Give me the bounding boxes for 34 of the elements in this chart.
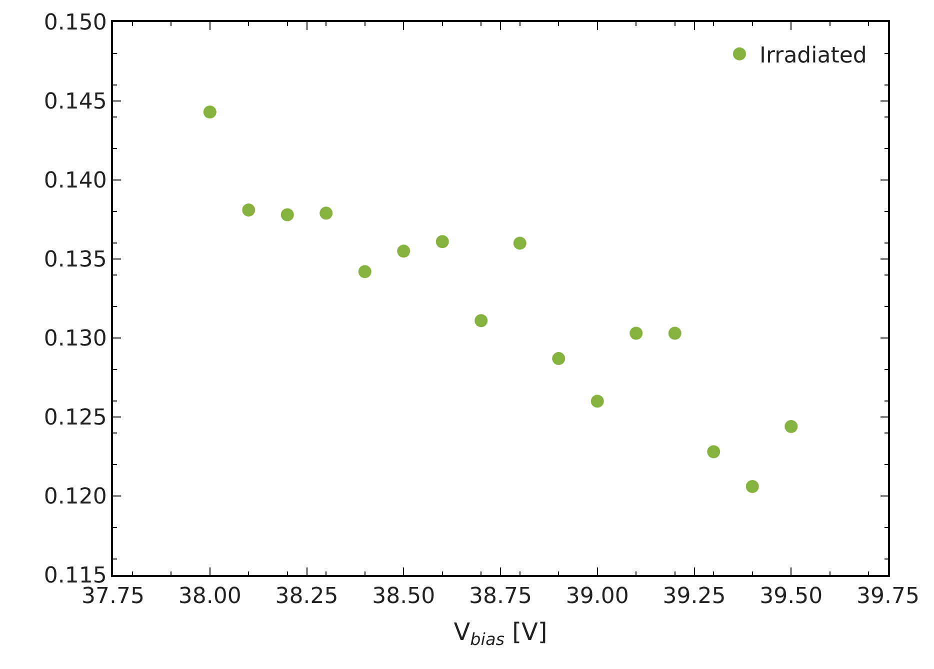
y-tick-label: 0.150 bbox=[44, 10, 107, 36]
point bbox=[397, 244, 410, 258]
point bbox=[707, 445, 720, 458]
x-tick-label: 38.25 bbox=[275, 584, 338, 610]
x-tick-label: 37.75 bbox=[82, 584, 144, 610]
point bbox=[203, 106, 216, 119]
x-tick-label: 38.50 bbox=[372, 584, 436, 610]
x-axis-title: V$_{bias}$ [V] bbox=[454, 618, 548, 649]
legend-label: Irradiated bbox=[760, 43, 867, 68]
point bbox=[513, 236, 526, 250]
point bbox=[474, 314, 488, 328]
point bbox=[280, 208, 294, 222]
x-tick-label: 39.50 bbox=[760, 584, 823, 610]
y-tick-label: 0.125 bbox=[44, 406, 107, 431]
x-tick-label: 38.75 bbox=[469, 584, 532, 610]
y-tick-label: 0.140 bbox=[44, 168, 107, 194]
point bbox=[668, 326, 682, 340]
x-tick-label: 39.00 bbox=[566, 584, 629, 610]
point bbox=[630, 326, 643, 340]
point bbox=[320, 206, 333, 220]
point bbox=[358, 265, 372, 278]
point bbox=[784, 420, 798, 433]
x-tick-label: 38.00 bbox=[178, 584, 242, 610]
x-tick-label: 39.25 bbox=[662, 584, 726, 610]
point bbox=[746, 480, 759, 494]
y-tick-label: 0.135 bbox=[44, 248, 107, 273]
point bbox=[242, 204, 256, 217]
y-tick-label: 0.145 bbox=[44, 90, 107, 115]
y-tick-label: 0.120 bbox=[44, 484, 107, 510]
y-tick-label: 0.130 bbox=[44, 326, 107, 352]
point bbox=[436, 235, 449, 248]
point bbox=[552, 352, 566, 366]
x-tick-label: 39.75 bbox=[856, 584, 920, 610]
point bbox=[590, 394, 604, 408]
